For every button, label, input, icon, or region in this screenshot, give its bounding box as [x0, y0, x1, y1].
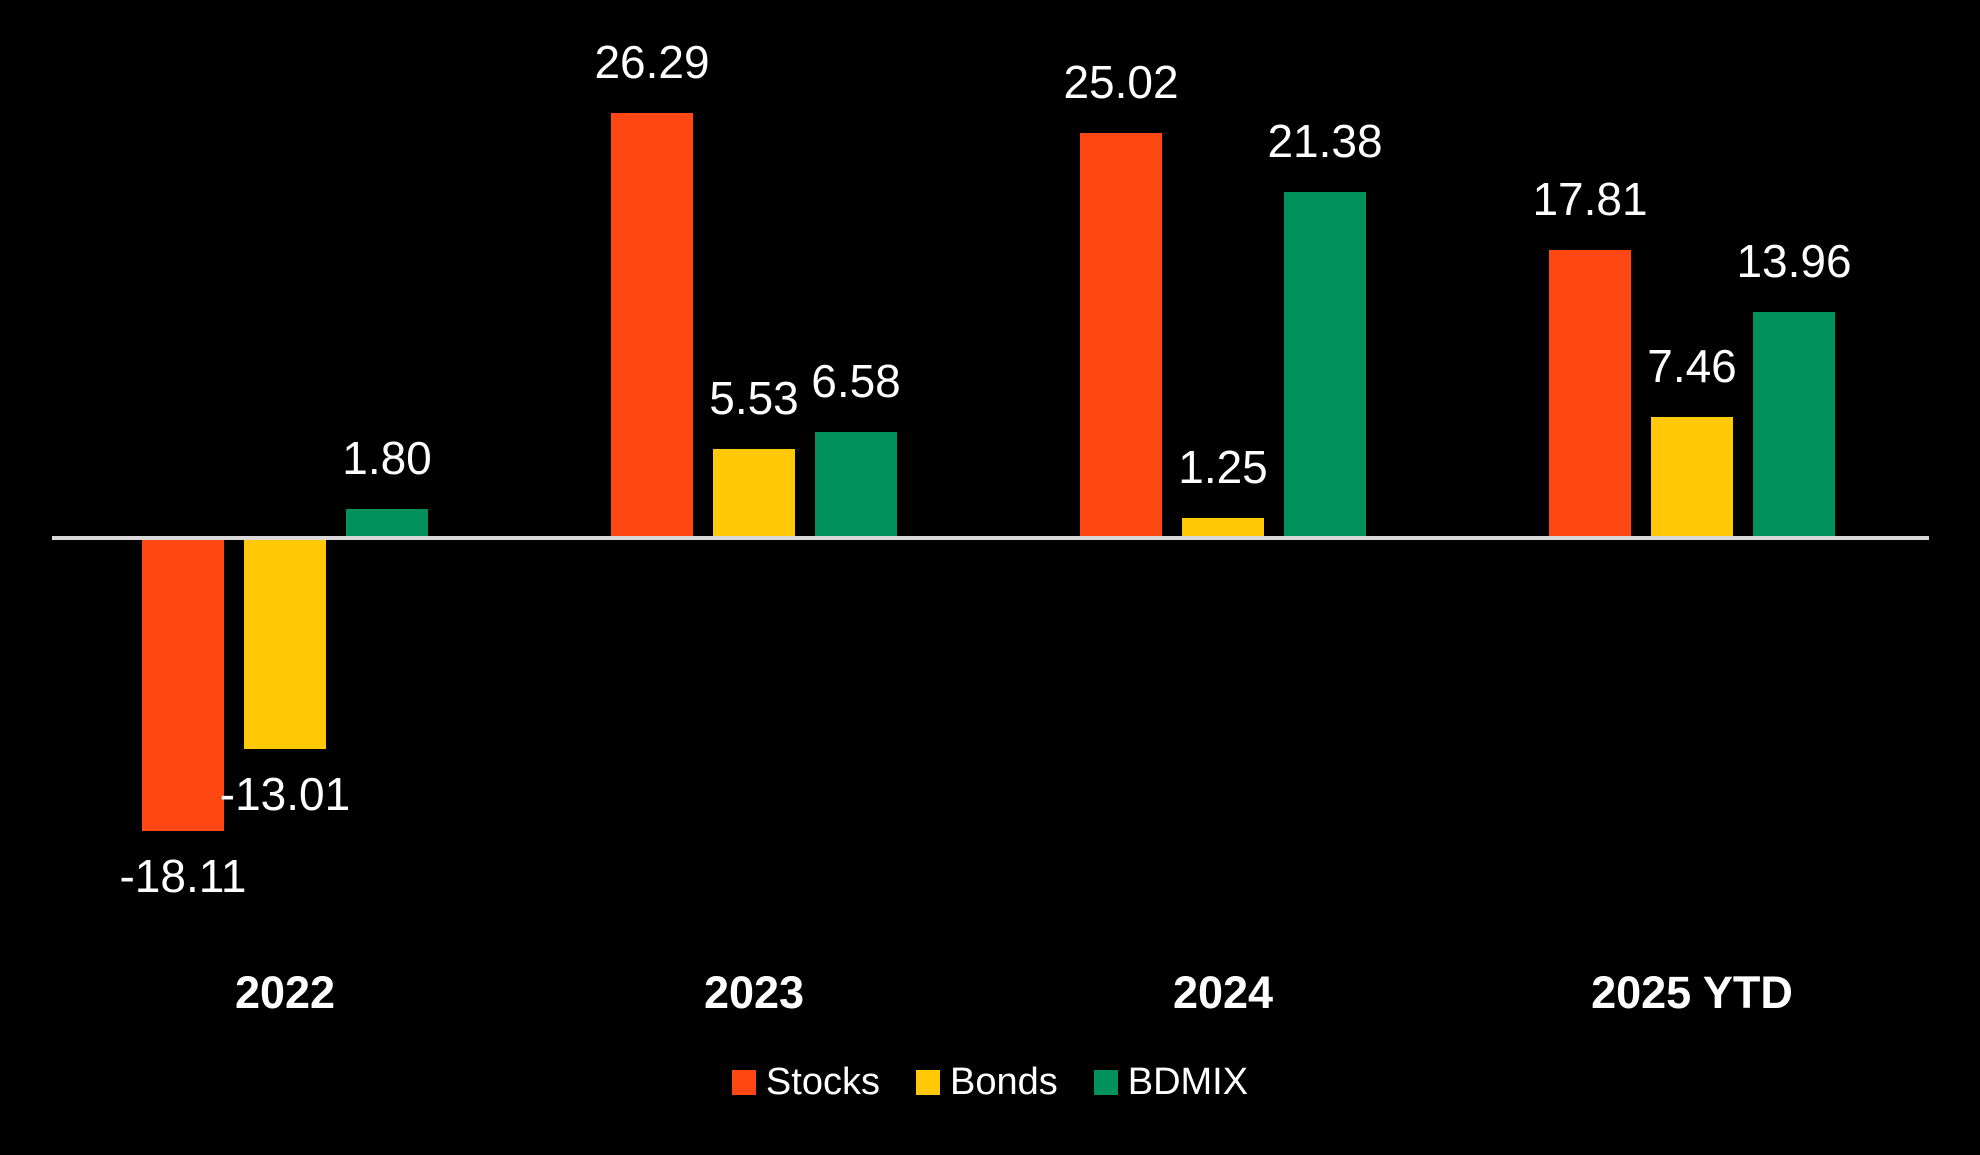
bar-bdmix-2022: [346, 508, 428, 538]
bar-bonds-2024: [1182, 517, 1264, 538]
value-label-bdmix-2024: 21.38: [1267, 115, 1383, 168]
legend-label-bdmix: BDMIX: [1127, 1061, 1249, 1103]
category-label-2024: 2024: [1172, 967, 1274, 1018]
bar-bonds-2022: [244, 538, 326, 749]
bar-stocks-2025-ytd: [1549, 249, 1631, 538]
legend-item-bonds: Bonds: [915, 1061, 1058, 1104]
value-label-bonds-2025-ytd: 7.46: [1647, 340, 1737, 393]
legend: Stocks Bonds BDMIX: [0, 1061, 1980, 1104]
legend-label-bonds: Bonds: [949, 1061, 1058, 1103]
legend-label-stocks: Stocks: [765, 1061, 880, 1103]
value-label-bonds-2024: 1.25: [1178, 440, 1268, 493]
value-label-bonds-2023: 5.53: [709, 371, 799, 424]
zero-baseline: [52, 536, 1929, 540]
value-label-stocks-2025-ytd: 17.81: [1532, 172, 1648, 225]
bar-stocks-2022: [142, 538, 224, 832]
category-label-2023: 2023: [703, 967, 805, 1018]
legend-item-stocks: Stocks: [731, 1061, 880, 1104]
bar-stocks-2023: [611, 112, 693, 538]
value-label-bdmix-2025-ytd: 13.96: [1736, 235, 1852, 288]
value-label-bonds-2022: -13.01: [219, 767, 351, 820]
category-label-2022: 2022: [234, 967, 336, 1018]
legend-item-bdmix: BDMIX: [1093, 1061, 1249, 1104]
bar-bonds-2023: [713, 448, 795, 538]
value-label-stocks-2023: 26.29: [594, 35, 710, 88]
bar-bdmix-2023: [815, 431, 897, 538]
value-label-stocks-2022: -18.11: [119, 850, 247, 903]
value-label-stocks-2024: 25.02: [1063, 56, 1179, 109]
value-label-bdmix-2023: 6.58: [811, 354, 901, 407]
value-label-bdmix-2022: 1.80: [342, 432, 432, 484]
bar-bdmix-2025-ytd: [1753, 312, 1835, 538]
bar-bonds-2025-ytd: [1651, 417, 1733, 538]
category-label-2025-ytd: 2025 YTD: [1591, 967, 1793, 1018]
bar-bdmix-2024: [1284, 192, 1366, 538]
legend-swatch-stocks: [731, 1070, 756, 1096]
legend-swatch-bonds: [915, 1070, 940, 1096]
legend-swatch-bdmix: [1093, 1070, 1118, 1096]
bar-stocks-2024: [1080, 133, 1162, 538]
